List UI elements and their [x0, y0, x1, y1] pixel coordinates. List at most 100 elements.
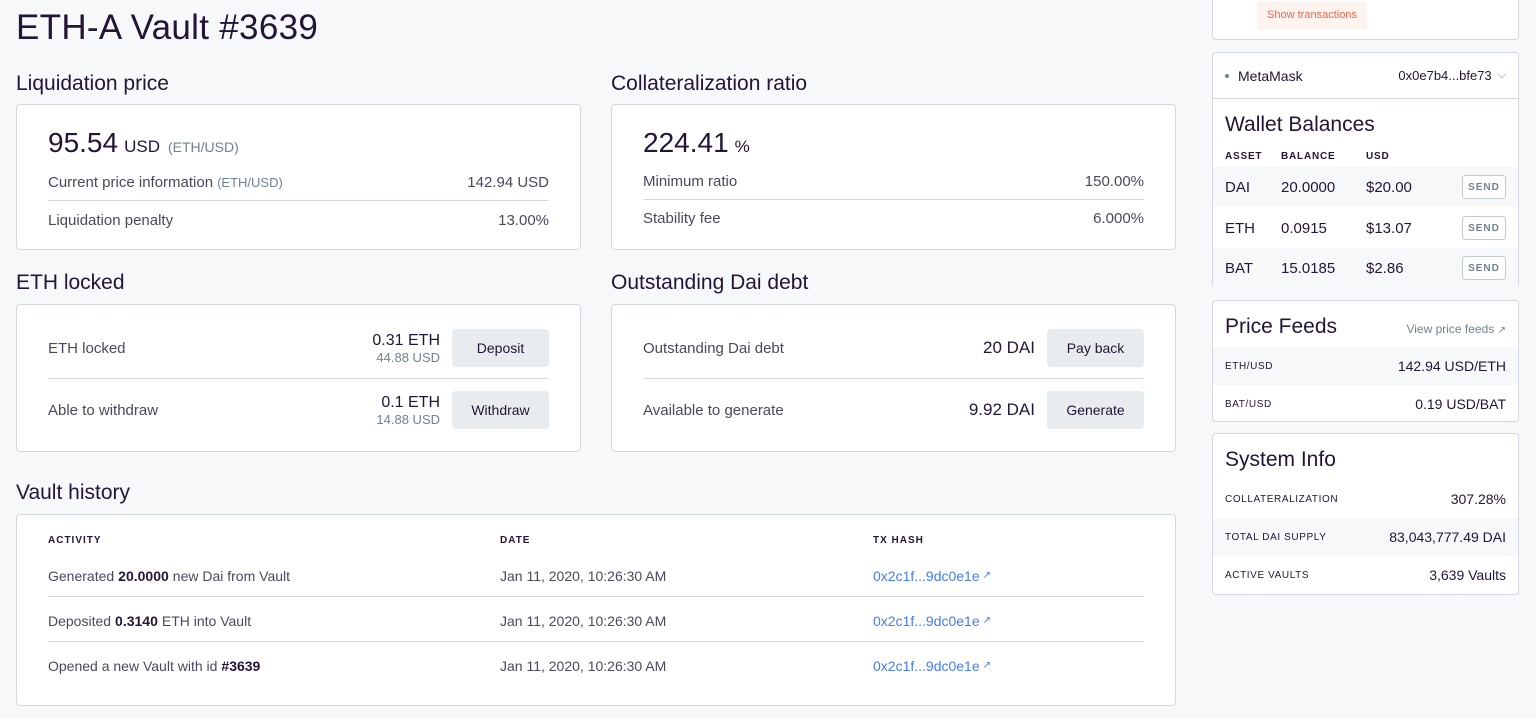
- liquidation-price-value: 95.54 USD (ETH/USD): [48, 127, 239, 159]
- activity-amount: #3639: [221, 657, 261, 674]
- view-price-feeds-link[interactable]: View price feeds ↗: [1406, 322, 1506, 336]
- send-bat-button[interactable]: SEND: [1462, 256, 1506, 280]
- outstanding-debt-label: Outstanding Dai debt: [643, 339, 784, 357]
- divider: [643, 199, 1144, 200]
- external-link-icon: ↗: [982, 660, 992, 671]
- divider: [48, 200, 549, 201]
- tx-hash-text: 0x2c1f...9dc0e1e: [873, 567, 980, 584]
- price-feed-pair: ETH/USD: [1225, 360, 1274, 372]
- vault-history-table: ACTIVITY DATE TX HASH Generated 20.0000 ne…: [16, 514, 1176, 706]
- liquidation-price-number: 95.54: [48, 127, 119, 158]
- send-eth-button[interactable]: SEND: [1462, 216, 1506, 240]
- liquidation-penalty-label: Liquidation penalty: [48, 211, 174, 229]
- wallet-selector[interactable]: MetaMask 0x0e7b4...bfe73 ⌵: [1213, 53, 1518, 99]
- activity-cell: Deposited 0.3140 ETH into Vault: [48, 598, 251, 643]
- current-price-label: Current price information: [48, 173, 214, 191]
- price-feeds-card: Price Feeds View price feeds ↗ ETH/USD 1…: [1212, 300, 1519, 422]
- asset-usd: $13.07: [1366, 219, 1412, 237]
- asset-usd: $20.00: [1366, 178, 1412, 196]
- external-link-icon: ↗: [1497, 325, 1506, 336]
- wallet-address: 0x0e7b4...bfe73: [1398, 68, 1492, 83]
- balance-row-dai: DAI 20.0000 $20.00 SEND: [1213, 167, 1518, 207]
- able-to-withdraw-amount: 0.1 ETH 14.88 USD: [376, 394, 440, 427]
- system-info-key: COLLATERALIZATION: [1225, 493, 1339, 505]
- divider: [48, 596, 1144, 597]
- transactions-card: Show transactions: [1212, 0, 1519, 40]
- asset-symbol: ETH: [1225, 219, 1255, 237]
- activity-column-header: ACTIVITY: [48, 535, 102, 546]
- balance-column-header: BALANCE: [1281, 151, 1336, 162]
- divider: [48, 641, 1144, 642]
- system-info-card: System Info COLLATERALIZATION 307.28% TO…: [1212, 433, 1519, 595]
- outstanding-dai-debt-heading: Outstanding Dai debt: [611, 271, 809, 294]
- system-info-value: 3,639 Vaults: [1429, 567, 1506, 583]
- system-info-row: COLLATERALIZATION 307.28%: [1213, 480, 1518, 518]
- send-dai-button[interactable]: SEND: [1462, 175, 1506, 199]
- available-to-generate-value: 9.92 DAI: [968, 400, 1035, 419]
- withdraw-button[interactable]: Withdraw: [452, 391, 549, 429]
- system-info-value: 307.28%: [1450, 491, 1506, 507]
- usd-column-header: USD: [1366, 151, 1390, 162]
- tx-hash-link[interactable]: 0x2c1f...9dc0e1e ↗: [873, 598, 991, 643]
- available-to-generate-label: Available to generate: [643, 401, 784, 419]
- liquidation-price-card: 95.54 USD (ETH/USD) Current price informat…: [16, 104, 581, 250]
- generate-button[interactable]: Generate: [1047, 391, 1144, 429]
- outstanding-dai-debt-card: Outstanding Dai debt 20 DAI Pay back Ava…: [611, 304, 1176, 452]
- table-row: Generated 20.0000 new Dai from Vault Jan 1…: [48, 553, 1144, 598]
- page-title: ETH-A Vault #3639: [16, 8, 319, 47]
- view-price-feeds-text: View price feeds: [1406, 322, 1495, 336]
- system-info-row: TOTAL DAI SUPPLY 83,043,777.49 DAI: [1213, 518, 1518, 556]
- collateralization-ratio-unit: %: [734, 137, 750, 156]
- tx-hash-text: 0x2c1f...9dc0e1e: [873, 612, 980, 629]
- table-row: Opened a new Vault with id #3639 Jan 11, …: [48, 643, 1144, 688]
- activity-text: new Dai from Vault: [172, 567, 291, 584]
- system-info-row: ACTIVE VAULTS 3,639 Vaults: [1213, 556, 1518, 594]
- system-info-key: TOTAL DAI SUPPLY: [1225, 531, 1327, 543]
- asset-balance: 15.0185: [1281, 259, 1336, 277]
- tx-hash-link[interactable]: 0x2c1f...9dc0e1e ↗: [873, 643, 991, 688]
- tx-hash-link[interactable]: 0x2c1f...9dc0e1e ↗: [873, 553, 991, 598]
- able-to-withdraw-label: Able to withdraw: [48, 401, 159, 419]
- collateralization-ratio-number: 224.41: [643, 127, 729, 158]
- tx-hash-column-header: TX HASH: [873, 535, 924, 546]
- deposit-button[interactable]: Deposit: [452, 329, 549, 367]
- show-transactions-button[interactable]: Show transactions: [1257, 1, 1367, 29]
- date-column-header: DATE: [500, 535, 531, 546]
- wallet-balances-title: Wallet Balances: [1225, 113, 1375, 136]
- outstanding-debt-value: 20 DAI: [983, 338, 1035, 357]
- price-feed-value: 0.19 USD/BAT: [1415, 396, 1506, 412]
- asset-balance: 20.0000: [1281, 178, 1336, 196]
- outstanding-debt-row: Outstanding Dai debt 20 DAI Pay back: [643, 317, 1144, 379]
- current-price-pair: (ETH/USD): [217, 174, 283, 190]
- stability-fee-label: Stability fee: [643, 209, 721, 227]
- eth-locked-card: ETH locked 0.31 ETH 44.88 USD Deposit Ab…: [16, 304, 581, 452]
- eth-locked-row: ETH locked 0.31 ETH 44.88 USD Deposit: [48, 317, 549, 379]
- date-cell: Jan 11, 2020, 10:26:30 AM: [500, 567, 667, 584]
- able-to-withdraw-eth: 0.1 ETH: [381, 393, 440, 411]
- current-price-row: Current price information (ETH/USD) 142.9…: [48, 171, 549, 193]
- liquidation-price-heading: Liquidation price: [16, 72, 169, 95]
- eth-locked-label: ETH locked: [48, 339, 126, 357]
- asset-usd: $2.86: [1366, 259, 1404, 277]
- system-info-title: System Info: [1225, 448, 1336, 471]
- date-cell: Jan 11, 2020, 10:26:30 AM: [500, 612, 667, 629]
- eth-locked-amount: 0.31 ETH 44.88 USD: [372, 332, 440, 365]
- date-cell: Jan 11, 2020, 10:26:30 AM: [500, 657, 667, 674]
- able-to-withdraw-usd: 14.88 USD: [376, 411, 440, 427]
- activity-text: ETH into Vault: [161, 612, 252, 629]
- collateralization-ratio-heading: Collateralization ratio: [611, 72, 808, 95]
- activity-amount: 0.3140: [115, 612, 158, 629]
- liquidation-price-pair: (ETH/USD): [167, 139, 239, 155]
- wallet-name: MetaMask: [1238, 67, 1303, 84]
- activity-cell: Generated 20.0000 new Dai from Vault: [48, 553, 290, 598]
- eth-locked-eth: 0.31 ETH: [372, 331, 440, 349]
- system-info-key: ACTIVE VAULTS: [1225, 569, 1310, 581]
- asset-symbol: BAT: [1225, 259, 1254, 277]
- liquidation-penalty-value: 13.00%: [498, 211, 549, 229]
- pay-back-button[interactable]: Pay back: [1047, 329, 1144, 367]
- divider: [48, 378, 549, 379]
- collateralization-ratio-value: 224.41%: [643, 127, 750, 159]
- stability-fee-value: 6.000%: [1093, 209, 1144, 227]
- price-feed-row: ETH/USD 142.94 USD/ETH: [1213, 347, 1518, 385]
- asset-balance: 0.0915: [1281, 219, 1327, 237]
